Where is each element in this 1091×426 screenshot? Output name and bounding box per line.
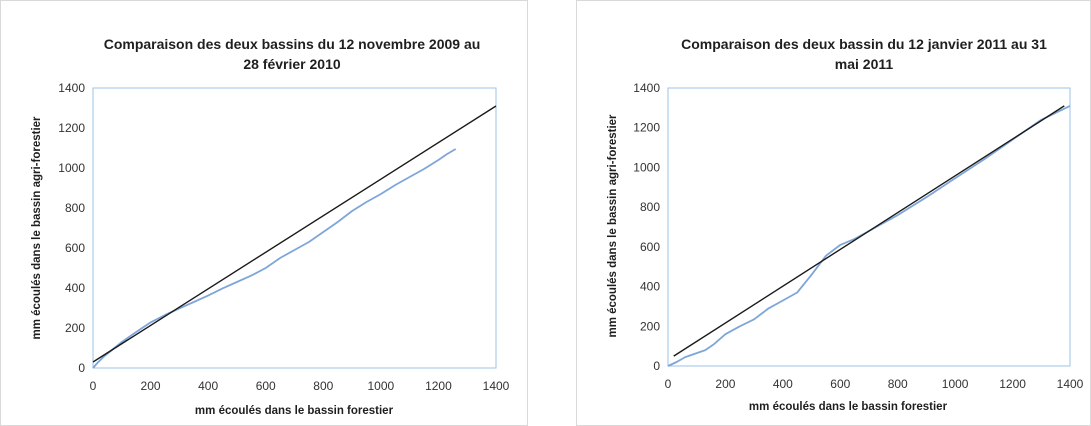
chart-panel-left: Comparaison des deux bassins du 12 novem… [0, 0, 528, 426]
chart-title-line-2: mai 2011 [835, 56, 894, 72]
chart-right: Comparaison des deux bassin du 12 janvie… [576, 0, 1091, 426]
y-tick-label: 1000 [633, 160, 660, 174]
series-line-reference [673, 105, 1065, 357]
x-tick-label: 1400 [1057, 377, 1084, 391]
x-tick-label: 1000 [942, 377, 969, 391]
y-tick-label: 1400 [633, 81, 660, 95]
series-line-observed [667, 105, 1071, 367]
x-tick-labels: 0 200 400 600 800 1000 1200 1400 [665, 377, 1084, 391]
chart-title-line-1: Comparaison des deux bassin du 12 janvie… [681, 36, 1047, 52]
x-tick-label: 200 [141, 379, 161, 393]
chart-area-border [576, 0, 1091, 426]
y-tick-label: 200 [65, 321, 85, 335]
chart-left: Comparaison des deux bassins du 12 novem… [0, 0, 528, 426]
series-layer [92, 105, 497, 369]
y-tick-label: 600 [640, 240, 660, 254]
x-tick-label: 1000 [368, 379, 395, 393]
y-tick-label: 1000 [58, 161, 85, 175]
y-tick-label: 200 [640, 319, 660, 333]
series-line-observed [92, 148, 457, 369]
x-tick-labels: 0 200 400 600 800 1000 1200 1400 [90, 379, 510, 393]
x-tick-label: 400 [773, 377, 793, 391]
y-axis-title: mm écoulés dans le bassin agri-forestier [607, 114, 619, 338]
series-line-reference [92, 105, 497, 363]
x-tick-label: 1400 [483, 379, 510, 393]
plot-area-border [667, 87, 1071, 367]
x-tick-label: 800 [313, 379, 333, 393]
y-tick-label: 600 [65, 241, 85, 255]
chart-title-line-1: Comparaison des deux bassins du 12 novem… [104, 36, 481, 52]
y-tick-labels: 0 200 400 600 800 1000 1200 1400 [58, 81, 85, 375]
y-tick-label: 0 [653, 359, 660, 373]
x-tick-label: 400 [198, 379, 218, 393]
chart-area-border [0, 0, 528, 426]
y-tick-label: 1400 [58, 81, 85, 95]
x-tick-label: 0 [90, 379, 97, 393]
plot-area-border [92, 87, 497, 369]
x-tick-label: 600 [256, 379, 276, 393]
series-layer [667, 105, 1071, 367]
y-tick-label: 400 [640, 280, 660, 294]
y-axis-title: mm écoulés dans le bassin agri-forestier [31, 116, 43, 340]
y-tick-label: 800 [65, 201, 85, 215]
x-axis-title: mm écoulés dans le bassin forestier [749, 401, 948, 413]
x-tick-label: 200 [715, 377, 735, 391]
y-tick-label: 400 [65, 281, 85, 295]
chart-panel-right: Comparaison des deux bassin du 12 janvie… [576, 0, 1091, 426]
x-tick-label: 1200 [425, 379, 452, 393]
y-tick-label: 800 [640, 200, 660, 214]
x-axis-title: mm écoulés dans le bassin forestier [195, 405, 394, 417]
y-tick-label: 1200 [58, 121, 85, 135]
x-tick-label: 800 [888, 377, 908, 391]
x-tick-label: 1200 [999, 377, 1026, 391]
x-tick-label: 0 [665, 377, 672, 391]
y-tick-labels: 0 200 400 600 800 1000 1200 1400 [633, 81, 660, 373]
x-tick-label: 600 [830, 377, 850, 391]
y-tick-label: 1200 [633, 121, 660, 135]
chart-title-line-2: 28 février 2010 [243, 56, 341, 72]
y-tick-label: 0 [78, 361, 85, 375]
